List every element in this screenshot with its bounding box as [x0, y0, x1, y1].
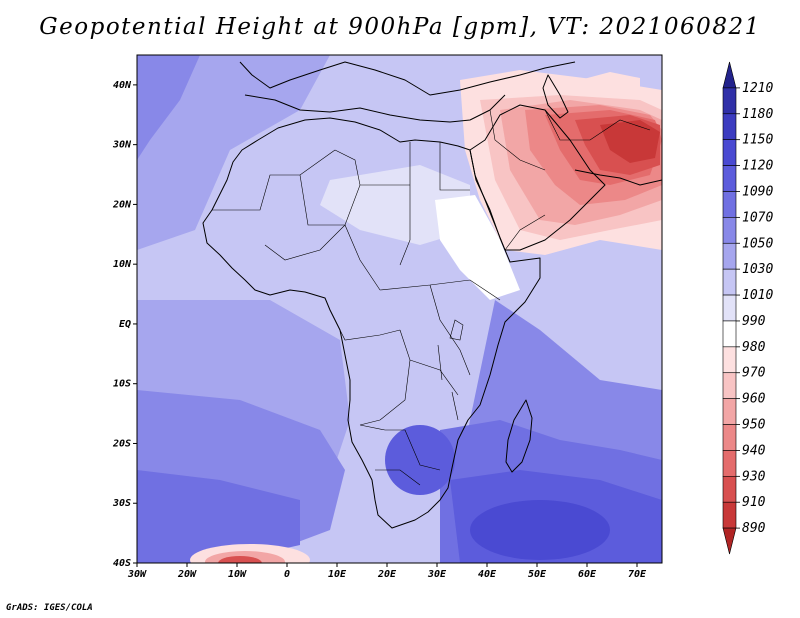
- lon-tick-label: 0: [284, 569, 290, 580]
- grads-credit: GrADS: IGES/COLA: [6, 603, 93, 613]
- lon-tick-label: 20E: [377, 569, 397, 580]
- colorbar-label: 1050: [742, 236, 773, 251]
- colorbar-swatch: [722, 87, 737, 115]
- mediterranean-coastline: [244, 94, 506, 123]
- country-borders: [212, 109, 651, 486]
- contour-fill-9: [470, 500, 610, 560]
- lon-tick-label: 10E: [328, 569, 347, 580]
- contour-fill-23: [218, 556, 262, 563]
- colorbar-swatch: [722, 372, 737, 399]
- colorbar-swatch: [722, 139, 737, 166]
- lon-tick-label: 30W: [127, 569, 147, 580]
- lon-tick-label: 10W: [228, 569, 247, 580]
- colorbar-swatch: [722, 294, 737, 322]
- colorbar-label: 1030: [742, 262, 773, 277]
- lat-tick-label: 40N: [113, 80, 132, 91]
- iran-india-coastline: [574, 169, 662, 186]
- height-field: [137, 55, 662, 563]
- colorbar-swatch: [722, 268, 737, 296]
- colorbar-label: 1210: [742, 81, 773, 96]
- lat-tick-label: 20S: [112, 438, 131, 449]
- colorbar-swatch: [722, 501, 737, 529]
- arabia-coastline: [469, 104, 606, 251]
- colorbar-label: 950: [742, 418, 766, 433]
- colorbar-label: 890: [742, 521, 766, 536]
- colorbar-label: 930: [742, 469, 766, 484]
- colorbar-swatch: [722, 424, 737, 451]
- contour-fill-11: [320, 165, 470, 245]
- colorbar: 1210 1180 1150 1120 1090 1070 1050 1030 1010 990 9…: [722, 61, 773, 555]
- colorbar-label: 990: [742, 314, 766, 329]
- colorbar-swatch: [722, 191, 737, 218]
- map-plot-area: [137, 55, 662, 563]
- colorbar-swatch: [722, 527, 737, 555]
- europe-coastline: [239, 61, 576, 96]
- contour-fill-1: [137, 55, 330, 250]
- colorbar-label: 980: [742, 340, 766, 355]
- colorbar-swatch: [722, 113, 737, 140]
- axis-ticks: 30W 20W 10W 0 10E 20E 30E 40E 50E 60E 70E 40S 30S 20S…: [112, 80, 647, 580]
- lat-tick-label: 30N: [112, 140, 132, 151]
- colorbar-label: 940: [742, 443, 766, 458]
- colorbar-swatch: [722, 320, 737, 348]
- lat-tick-label: 30S: [112, 498, 131, 509]
- colorbar-label: 1120: [742, 159, 773, 174]
- contour-fill-2: [137, 55, 200, 160]
- madagascar-coastline: [505, 399, 533, 473]
- colorbar-label: 970: [742, 366, 766, 381]
- lat-tick-label: EQ: [119, 319, 131, 330]
- lat-tick-label: 40S: [113, 558, 131, 569]
- colorbar-swatch: [722, 61, 737, 89]
- colorbar-label: 910: [742, 495, 766, 510]
- colorbar-swatch: [722, 165, 737, 192]
- lon-tick-label: 30E: [427, 569, 447, 580]
- colorbar-label: 1180: [742, 107, 773, 122]
- lat-tick-label: 10N: [113, 259, 132, 270]
- lat-tick-label: 20N: [112, 199, 132, 210]
- lon-tick-label: 40E: [478, 569, 497, 580]
- colorbar-swatch: [722, 476, 737, 503]
- colorbar-label: 1070: [742, 210, 773, 225]
- colorbar-swatch: [722, 217, 737, 244]
- border-lines: [212, 109, 651, 486]
- contour-fill-20: [580, 72, 640, 95]
- colorbar-swatch: [722, 450, 737, 477]
- map-title: Geopotential Height at 900hPa [gpm], VT:…: [39, 14, 761, 40]
- colorbar-swatch: [722, 398, 737, 425]
- great-lakes: [437, 319, 464, 421]
- colorbar-swatch: [722, 242, 737, 270]
- plot-frame: [136, 54, 663, 564]
- lon-tick-label: 50E: [528, 569, 547, 580]
- colorbar-label: 1150: [742, 133, 773, 148]
- contour-fill-10: [385, 425, 455, 495]
- lon-tick-label: 60E: [578, 569, 597, 580]
- contour-fill-12: [435, 195, 520, 300]
- colorbar-label: 1010: [742, 288, 773, 303]
- contour-fill-5: [137, 470, 300, 563]
- lon-tick-label: 70E: [628, 569, 647, 580]
- colorbar-label: 960: [742, 392, 766, 407]
- contour-fill-19: [600, 120, 660, 163]
- lat-tick-label: 10S: [113, 379, 131, 390]
- colorbar-label: 1090: [742, 184, 773, 199]
- lon-tick-label: 20W: [177, 569, 197, 580]
- caspian-coastline: [542, 74, 569, 119]
- colorbar-swatch: [722, 346, 737, 374]
